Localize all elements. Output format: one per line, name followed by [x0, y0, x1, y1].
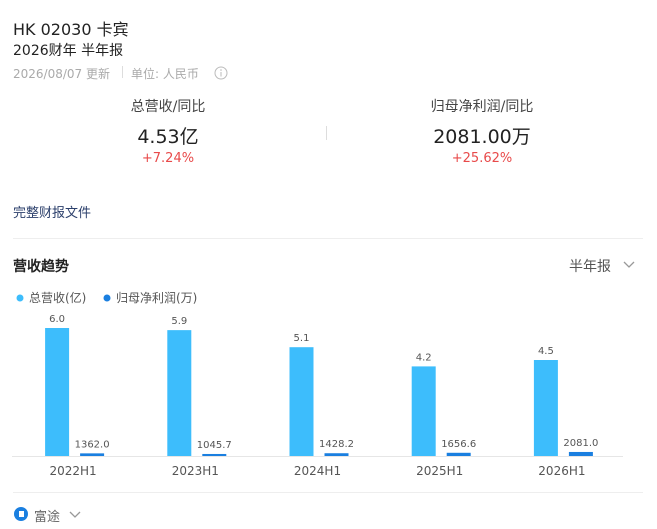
divider — [326, 126, 327, 140]
brand-logo — [14, 507, 28, 521]
stock-title: HK 02030 卡宾 — [13, 20, 129, 39]
dropdown-arrow[interactable] — [622, 259, 636, 271]
report-period: 2026财年 半年报 — [13, 43, 124, 59]
bar — [80, 453, 105, 456]
metric-change: +25.62% — [451, 151, 513, 166]
value-label: 1362.0 — [75, 439, 110, 450]
metric-value: 2081.00万 — [433, 126, 531, 148]
x-tick-label: 2024H1 — [294, 464, 341, 478]
x-tick-label: 2025H1 — [416, 464, 463, 478]
separator — [13, 238, 643, 239]
bar — [411, 366, 436, 456]
value-label: 4.5 — [538, 346, 554, 357]
legend-label: 归母净利润(万) — [116, 291, 197, 305]
bar — [568, 451, 593, 456]
period-selector[interactable]: 半年报 — [569, 259, 611, 275]
brand-name[interactable]: 富途 — [34, 510, 61, 525]
value-label: 1428.2 — [319, 439, 354, 450]
chart: 总营收(亿) 归母净利润(万) 2022H1 6.0 1362.0 2023H1 5.9 10… — [12, 290, 623, 478]
report-link[interactable]: 完整财报文件 — [13, 206, 92, 221]
value-label: 1045.7 — [197, 440, 232, 451]
x-tick-label: 2022H1 — [49, 464, 96, 478]
value-label: 6.0 — [49, 314, 65, 325]
bar — [324, 453, 349, 456]
separator — [13, 492, 643, 493]
legend-label: 总营收(亿) — [29, 290, 86, 305]
info-icon[interactable] — [214, 66, 228, 80]
divider — [122, 66, 123, 78]
section-title: 营收趋势 — [13, 259, 69, 275]
bar — [45, 328, 70, 456]
value-label: 1656.6 — [441, 439, 476, 450]
update-date: 2026/08/07 更新 — [13, 67, 110, 81]
value-label: 5.1 — [294, 333, 310, 344]
bar — [289, 347, 314, 456]
metric-label: 归母净利润/同比 — [430, 99, 534, 115]
legend-marker — [16, 294, 24, 302]
x-tick-label: 2023H1 — [172, 464, 219, 478]
x-tick-label: 2026H1 — [538, 464, 585, 478]
currency-unit: 单位: 人民币 — [131, 67, 199, 81]
metric-label: 总营收/同比 — [130, 99, 206, 115]
metric-change: +7.24% — [141, 151, 195, 166]
value-label: 2081.0 — [563, 438, 598, 449]
bar — [446, 452, 471, 456]
bar — [167, 330, 192, 456]
bar — [202, 453, 227, 456]
value-label: 5.9 — [171, 316, 187, 327]
bar — [533, 360, 558, 456]
metric-value: 4.53亿 — [137, 126, 199, 148]
legend-marker — [103, 294, 111, 302]
dropdown-arrow[interactable] — [68, 509, 82, 521]
value-label: 4.2 — [416, 352, 432, 363]
